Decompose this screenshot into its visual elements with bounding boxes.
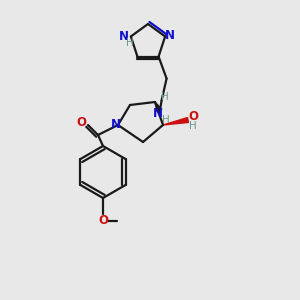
Text: H: H: [161, 92, 169, 102]
Polygon shape: [155, 102, 162, 112]
Polygon shape: [163, 118, 188, 125]
Text: O: O: [76, 116, 86, 130]
Text: N: N: [111, 118, 121, 130]
Text: H: H: [126, 38, 134, 48]
Text: N: N: [119, 30, 129, 43]
Text: O: O: [98, 214, 108, 227]
Text: N: N: [165, 29, 175, 42]
Text: H: H: [189, 121, 197, 131]
Text: H: H: [162, 115, 170, 124]
Text: O: O: [188, 110, 198, 124]
Text: N: N: [153, 107, 163, 120]
